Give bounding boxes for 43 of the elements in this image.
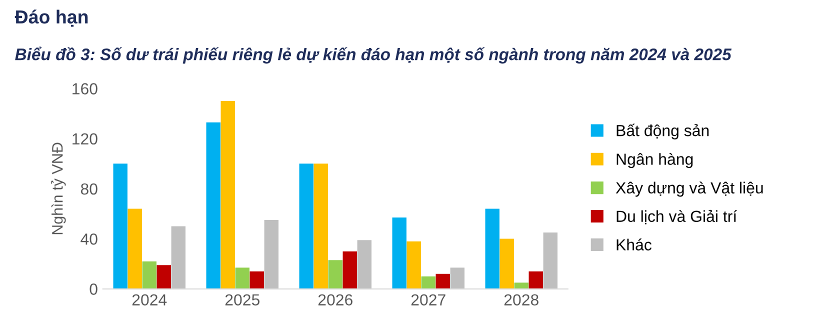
bar — [314, 164, 328, 289]
bar — [156, 265, 171, 289]
y-axis-title: Nghìn tỷ VNĐ — [51, 142, 66, 234]
y-tick-label: 40 — [80, 233, 98, 245]
bar — [264, 220, 278, 289]
bar — [392, 218, 406, 289]
chart-subtitle: Biểu đồ 3: Số dư trái phiếu riêng lẻ dự kiến đáo hạn một số ngành trong năm 2024 và 2025 — [15, 46, 732, 64]
bar — [206, 122, 220, 289]
bar — [485, 208, 500, 289]
bar — [342, 251, 357, 289]
x-tick-label: 2028 — [504, 294, 538, 306]
bar — [235, 268, 250, 289]
y-tick-label: 160 — [72, 83, 98, 94]
bar — [171, 226, 186, 289]
legend-label: Xây dựng và Vật liệu — [616, 182, 763, 197]
bar — [113, 164, 128, 289]
bar — [128, 208, 142, 289]
legend-label: Ngân hàng — [616, 152, 693, 168]
bar — [328, 260, 342, 289]
bar — [450, 268, 464, 289]
bar — [357, 240, 372, 289]
bar — [543, 232, 558, 289]
legend-label: Du lịch và Giải trí — [616, 210, 738, 224]
bar — [220, 101, 235, 289]
bar — [436, 274, 450, 289]
bar — [500, 238, 514, 289]
bar — [299, 164, 314, 289]
bar — [514, 282, 528, 289]
legend-label: Khác — [616, 238, 652, 250]
bar — [528, 271, 543, 289]
bar — [142, 261, 156, 289]
bar — [421, 276, 436, 289]
bar — [406, 241, 421, 289]
x-tick-label: 2026 — [318, 294, 352, 306]
y-tick-label: 80 — [80, 183, 98, 195]
x-tick-label: 2027 — [411, 294, 446, 306]
y-tick-label: 0 — [90, 284, 98, 295]
y-tick-label: 120 — [72, 133, 98, 145]
bar — [250, 271, 264, 289]
chart-title: Đáo hạn — [14, 10, 88, 27]
legend-label: Bất động sản — [616, 124, 709, 140]
x-tick-label: 2025 — [225, 294, 260, 306]
x-tick-label: 2024 — [132, 294, 167, 306]
